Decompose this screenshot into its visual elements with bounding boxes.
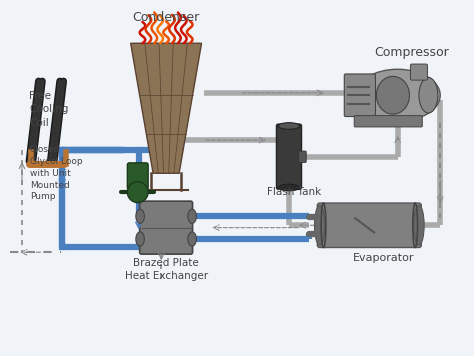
Ellipse shape xyxy=(278,123,300,129)
FancyBboxPatch shape xyxy=(128,163,148,189)
FancyBboxPatch shape xyxy=(410,64,428,80)
Ellipse shape xyxy=(315,205,325,245)
FancyBboxPatch shape xyxy=(344,74,375,116)
Text: Brazed Plate
Heat Exchanger: Brazed Plate Heat Exchanger xyxy=(125,258,208,281)
Text: Compressor: Compressor xyxy=(374,46,449,59)
Text: Condenser: Condenser xyxy=(133,11,200,24)
Text: Evaporator: Evaporator xyxy=(353,253,414,263)
Text: Flash Tank: Flash Tank xyxy=(266,187,321,197)
Ellipse shape xyxy=(376,76,410,114)
FancyBboxPatch shape xyxy=(140,201,192,254)
Ellipse shape xyxy=(278,184,300,191)
FancyBboxPatch shape xyxy=(299,151,306,162)
Ellipse shape xyxy=(414,205,424,245)
Text: Closed
Glycol Loop
with Unit
Mounted
Pump: Closed Glycol Loop with Unit Mounted Pum… xyxy=(30,145,82,201)
FancyBboxPatch shape xyxy=(276,124,301,189)
FancyBboxPatch shape xyxy=(318,203,421,247)
Ellipse shape xyxy=(188,232,196,246)
Circle shape xyxy=(128,182,148,203)
Ellipse shape xyxy=(188,209,196,224)
FancyBboxPatch shape xyxy=(354,116,422,127)
Ellipse shape xyxy=(419,78,438,113)
Text: Free
Cooling
Coil: Free Cooling Coil xyxy=(29,91,68,128)
Polygon shape xyxy=(131,43,201,173)
Ellipse shape xyxy=(136,232,145,246)
Ellipse shape xyxy=(136,209,145,224)
Ellipse shape xyxy=(355,69,440,121)
